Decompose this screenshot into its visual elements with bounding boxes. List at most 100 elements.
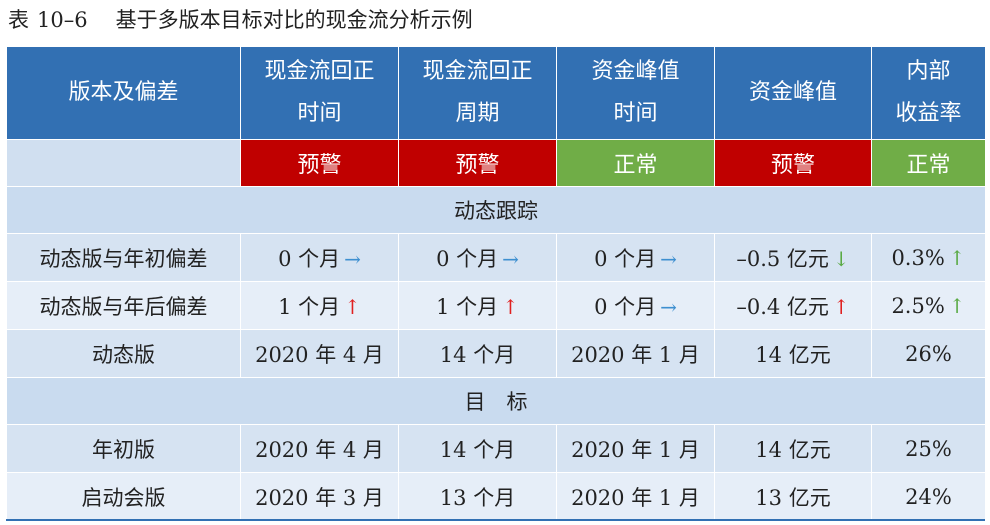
status-badge: 预警 [714, 139, 872, 187]
table-cell: 2.5% ↑ [871, 281, 986, 330]
table-row: 动态版 2020 年 4 月 14 个月 2020 年 1 月 14 亿元 26% [6, 329, 986, 378]
section-row-target: 目 标 [6, 377, 986, 425]
table-cell: 2020 年 3 月 [240, 472, 399, 521]
header-line: 内部 [906, 59, 951, 84]
header-line: 现金流回正 [264, 59, 375, 84]
status-badge: 正常 [556, 139, 715, 187]
cell-value: 14 亿元 [755, 437, 831, 462]
cell-value: –0.5 亿元 [736, 246, 829, 271]
cell-value: 2020 年 1 月 [571, 437, 700, 462]
table-cell: 14 亿元 [714, 424, 872, 473]
table-cell: 2020 年 4 月 [240, 424, 399, 473]
header-line: 时间 [297, 101, 342, 126]
header-version: 版本及偏差 [6, 46, 241, 140]
cell-value: 14 亿元 [755, 342, 831, 367]
table-cell: –0.4 亿元 ↑ [714, 281, 872, 330]
cell-value: 2020 年 4 月 [255, 437, 384, 462]
arrow-right-icon: → [660, 294, 677, 319]
status-text: 正常 [906, 153, 951, 178]
arrow-down-icon: ↓ [832, 246, 850, 271]
table-cell: 2020 年 1 月 [556, 472, 715, 521]
arrow-up-icon: ↑ [948, 245, 966, 270]
table-row: 动态版与年后偏差 1 个月 ↑ 1 个月 ↑ 0 个月 → –0.4 亿元 ↑ 2.5% ↑ [6, 281, 986, 330]
status-badge: 预警 [240, 139, 399, 187]
table-cell: 2020 年 4 月 [240, 329, 399, 378]
header-peak-funding: 资金峰值 [714, 46, 872, 140]
table-cell: 1 个月 ↑ [398, 281, 557, 330]
cell-value: 1 个月 [278, 294, 341, 319]
cell-value: 2020 年 4 月 [255, 342, 384, 367]
table-cell: 0 个月 → [240, 233, 399, 282]
header-line: 收益率 [895, 101, 962, 126]
arrow-up-icon: ↑ [502, 294, 519, 319]
caption-code: 10–6 [37, 8, 88, 32]
header-line: 资金峰值 [591, 59, 680, 84]
header-peak-funding-label: 资金峰值 [748, 80, 837, 105]
row-label: 动态版与年初偏差 [6, 233, 241, 282]
table-cell: –0.5 亿元 ↓ [714, 233, 872, 282]
arrow-right-icon: → [344, 246, 361, 271]
status-text: 预警 [297, 153, 342, 178]
arrow-right-icon: → [502, 246, 519, 271]
table-cell: 13 个月 [398, 472, 557, 521]
table-cell: 0 个月 → [556, 281, 715, 330]
cell-value: 0 个月 [594, 294, 657, 319]
caption-title: 基于多版本目标对比的现金流分析示例 [115, 8, 473, 32]
header-peak-funding-time: 资金峰值 时间 [556, 46, 715, 140]
cell-value: 2.5% [891, 293, 945, 318]
header-irr: 内部 收益率 [871, 46, 986, 140]
cashflow-table: 版本及偏差 现金流回正 时间 现金流回正 周期 资金峰值 时间 资金峰值 内部 … [6, 46, 986, 521]
table-cell: 13 亿元 [714, 472, 872, 521]
header-version-label: 版本及偏差 [68, 80, 179, 105]
table-caption: 表 10–6 基于多版本目标对比的现金流分析示例 [8, 0, 473, 40]
cell-value: 0 个月 [594, 246, 657, 271]
table-row: 动态版与年初偏差 0 个月 → 0 个月 → 0 个月 → –0.5 亿元 ↓ 0.3% ↑ [6, 233, 986, 282]
cell-value: 14 个月 [439, 342, 516, 367]
table-row: 年初版 2020 年 4 月 14 个月 2020 年 1 月 14 亿元 25% [6, 424, 986, 473]
row-label: 启动会版 [6, 472, 241, 521]
section-title: 目 标 [6, 377, 986, 425]
status-badge: 正常 [871, 139, 986, 187]
cell-value: 24% [905, 484, 952, 509]
table-cell: 26% [871, 329, 986, 378]
table-cell: 2020 年 1 月 [556, 424, 715, 473]
cell-value: 0 个月 [436, 246, 499, 271]
table-cell: 1 个月 ↑ [240, 281, 399, 330]
section-row-dynamic: 动态跟踪 [6, 186, 986, 234]
header-cashflow-positive-period: 现金流回正 周期 [398, 46, 557, 140]
cell-value: 2020 年 3 月 [255, 485, 384, 510]
header-line: 现金流回正 [422, 59, 533, 84]
table-cell: 0 个月 → [556, 233, 715, 282]
cell-value: 0 个月 [278, 246, 341, 271]
header-line: 时间 [613, 101, 658, 126]
table-cell: 25% [871, 424, 986, 473]
section-title: 动态跟踪 [6, 186, 986, 234]
cell-value: 0.3% [891, 245, 945, 270]
cell-value: –0.4 亿元 [736, 294, 829, 319]
header-line: 周期 [455, 101, 500, 126]
arrow-up-icon: ↑ [832, 294, 850, 319]
cell-value: 26% [905, 341, 952, 366]
status-text: 正常 [613, 153, 658, 178]
caption-label: 表 [8, 8, 29, 32]
status-badge: 预警 [398, 139, 557, 187]
header-row: 版本及偏差 现金流回正 时间 现金流回正 周期 资金峰值 时间 资金峰值 内部 … [6, 46, 986, 140]
cell-value: 13 亿元 [755, 485, 831, 510]
arrow-up-icon: ↑ [344, 294, 361, 319]
table-cell: 24% [871, 472, 986, 521]
cell-value: 1 个月 [436, 294, 499, 319]
cell-value: 13 个月 [439, 485, 516, 510]
table-cell: 14 个月 [398, 329, 557, 378]
table-cell: 2020 年 1 月 [556, 329, 715, 378]
table-bottom-rule [6, 519, 985, 521]
table-cell: 14 亿元 [714, 329, 872, 378]
row-label: 动态版 [6, 329, 241, 378]
cell-value: 2020 年 1 月 [571, 485, 700, 510]
row-label: 动态版与年后偏差 [6, 281, 241, 330]
cell-value: 25% [905, 436, 952, 461]
status-row: 预警 预警 正常 预警 正常 [6, 139, 986, 187]
table-cell: 14 个月 [398, 424, 557, 473]
status-text: 预警 [455, 153, 500, 178]
table-cell: 0 个月 → [398, 233, 557, 282]
